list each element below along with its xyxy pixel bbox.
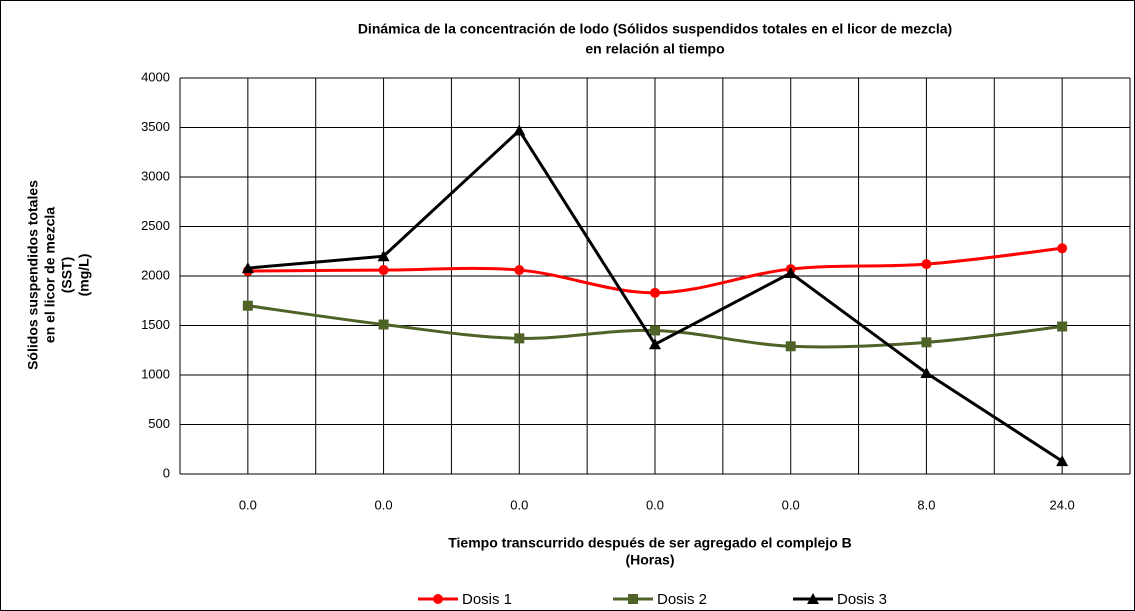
y-tick-label: 4000 bbox=[141, 69, 170, 84]
y-axis-title: Sólidos suspendidos totales bbox=[25, 180, 41, 370]
marker bbox=[628, 594, 638, 604]
marker bbox=[785, 341, 796, 352]
marker bbox=[649, 338, 661, 350]
marker bbox=[514, 265, 525, 276]
x-tick-label: 0.0 bbox=[646, 497, 664, 512]
y-axis-title: (SST) bbox=[59, 257, 75, 294]
y-tick-label: 3000 bbox=[141, 168, 170, 183]
y-axis-title: (mg/L) bbox=[76, 254, 92, 297]
marker bbox=[242, 300, 253, 311]
x-tick-label: 0.0 bbox=[510, 497, 528, 512]
y-tick-label: 2000 bbox=[141, 267, 170, 282]
marker bbox=[1056, 455, 1069, 467]
y-tick-label: 2500 bbox=[141, 218, 170, 233]
x-axis-title: (Horas) bbox=[625, 552, 674, 568]
marker bbox=[921, 337, 932, 348]
marker bbox=[1057, 243, 1068, 254]
legend-item: Dosis 2 bbox=[613, 591, 707, 608]
chart-title: en relación al tiempo bbox=[585, 41, 724, 57]
y-axis-title: en el licor de mezcla bbox=[42, 207, 58, 343]
x-tick-label: 0.0 bbox=[375, 497, 393, 512]
x-tick-label: 0.0 bbox=[239, 497, 257, 512]
x-axis-title: Tiempo transcurrido después de ser agreg… bbox=[448, 535, 852, 551]
legend-label: Dosis 3 bbox=[837, 591, 887, 608]
marker bbox=[513, 124, 526, 136]
marker bbox=[378, 265, 389, 276]
marker bbox=[1057, 321, 1068, 332]
marker bbox=[807, 593, 819, 604]
x-tick-label: 24.0 bbox=[1049, 497, 1074, 512]
marker bbox=[784, 267, 797, 279]
x-tick-label: 0.0 bbox=[782, 497, 800, 512]
chart-title: Dinámica de la concentración de lodo (Só… bbox=[358, 21, 952, 37]
marker bbox=[433, 594, 443, 604]
y-tick-label: 1000 bbox=[141, 366, 170, 381]
legend-item: Dosis 3 bbox=[793, 591, 887, 608]
marker bbox=[378, 319, 389, 330]
marker bbox=[514, 333, 525, 344]
y-tick-label: 0 bbox=[163, 465, 170, 480]
legend-label: Dosis 2 bbox=[657, 591, 707, 608]
marker bbox=[920, 367, 933, 379]
marker bbox=[241, 262, 254, 274]
y-tick-label: 1500 bbox=[141, 317, 170, 332]
marker bbox=[377, 250, 390, 262]
y-tick-label: 3500 bbox=[141, 119, 170, 134]
marker bbox=[650, 287, 660, 298]
marker bbox=[650, 325, 660, 336]
y-tick-label: 500 bbox=[148, 416, 170, 431]
marker bbox=[921, 259, 932, 270]
legend-item: Dosis 1 bbox=[418, 591, 512, 608]
x-tick-label: 8.0 bbox=[917, 497, 935, 512]
legend-label: Dosis 1 bbox=[462, 591, 512, 608]
